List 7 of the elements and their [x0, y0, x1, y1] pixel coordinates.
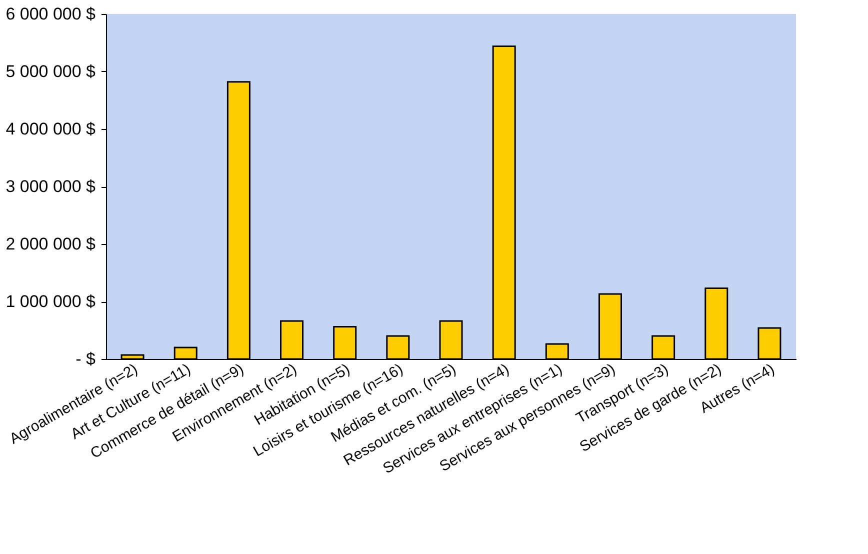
y-tick-label: 4 000 000 $	[6, 120, 96, 138]
y-tick-label: - $	[76, 350, 96, 368]
y-tick-label: 3 000 000 $	[6, 177, 96, 196]
y-tick-label: 1 000 000 $	[6, 292, 96, 311]
y-tick-label: 6 000 000 $	[6, 4, 96, 24]
y-tick-label: 5 000 000 $	[6, 62, 96, 81]
y-tick-label: 2 000 000 $	[6, 234, 96, 254]
